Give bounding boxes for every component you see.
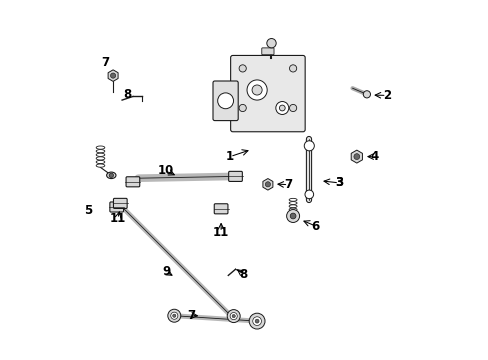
Ellipse shape bbox=[288, 208, 296, 211]
Circle shape bbox=[289, 65, 296, 72]
Ellipse shape bbox=[96, 150, 104, 153]
Ellipse shape bbox=[288, 202, 296, 204]
Circle shape bbox=[172, 314, 176, 318]
Circle shape bbox=[289, 213, 295, 219]
FancyBboxPatch shape bbox=[110, 202, 123, 212]
Circle shape bbox=[232, 315, 235, 318]
Circle shape bbox=[266, 39, 276, 48]
FancyBboxPatch shape bbox=[113, 198, 127, 208]
Circle shape bbox=[239, 104, 246, 112]
FancyBboxPatch shape bbox=[230, 55, 305, 132]
Ellipse shape bbox=[96, 153, 104, 156]
Ellipse shape bbox=[288, 198, 296, 201]
Ellipse shape bbox=[106, 172, 116, 179]
Circle shape bbox=[363, 91, 370, 98]
Circle shape bbox=[252, 317, 261, 325]
Circle shape bbox=[353, 154, 359, 159]
Circle shape bbox=[286, 210, 299, 222]
Circle shape bbox=[275, 102, 288, 114]
Ellipse shape bbox=[96, 164, 104, 167]
Text: 3: 3 bbox=[334, 176, 343, 189]
Circle shape bbox=[255, 319, 259, 323]
Polygon shape bbox=[108, 70, 118, 81]
Circle shape bbox=[279, 105, 285, 111]
Circle shape bbox=[304, 141, 314, 151]
Circle shape bbox=[227, 310, 240, 323]
Circle shape bbox=[217, 93, 233, 109]
Text: 1: 1 bbox=[225, 150, 234, 163]
Ellipse shape bbox=[288, 205, 296, 208]
Text: 7: 7 bbox=[284, 178, 292, 191]
FancyBboxPatch shape bbox=[214, 204, 227, 214]
Circle shape bbox=[265, 182, 270, 187]
Text: 10: 10 bbox=[158, 165, 174, 177]
FancyBboxPatch shape bbox=[261, 48, 273, 55]
FancyBboxPatch shape bbox=[213, 81, 238, 121]
FancyBboxPatch shape bbox=[126, 177, 140, 187]
Text: 11: 11 bbox=[109, 212, 125, 225]
Circle shape bbox=[289, 104, 296, 112]
Text: 8: 8 bbox=[239, 268, 247, 281]
Text: 3: 3 bbox=[334, 176, 343, 189]
Ellipse shape bbox=[288, 211, 296, 214]
Text: 7: 7 bbox=[187, 309, 195, 322]
Text: 4: 4 bbox=[369, 150, 377, 163]
Text: 6: 6 bbox=[311, 220, 319, 233]
Circle shape bbox=[230, 312, 237, 320]
Circle shape bbox=[249, 313, 264, 329]
Ellipse shape bbox=[96, 161, 104, 163]
Text: 5: 5 bbox=[83, 204, 92, 217]
Ellipse shape bbox=[96, 157, 104, 160]
Text: 8: 8 bbox=[123, 88, 131, 101]
Circle shape bbox=[251, 85, 262, 95]
Text: 7: 7 bbox=[101, 57, 109, 69]
Text: 9: 9 bbox=[162, 265, 170, 278]
Circle shape bbox=[305, 190, 313, 199]
Polygon shape bbox=[350, 150, 362, 163]
Text: 11: 11 bbox=[213, 226, 229, 239]
Circle shape bbox=[170, 312, 178, 319]
Ellipse shape bbox=[96, 146, 104, 149]
Circle shape bbox=[246, 80, 266, 100]
Circle shape bbox=[109, 173, 113, 177]
FancyBboxPatch shape bbox=[228, 171, 242, 181]
Circle shape bbox=[110, 73, 116, 78]
Text: 2: 2 bbox=[382, 89, 390, 102]
Polygon shape bbox=[263, 179, 272, 190]
Circle shape bbox=[167, 309, 181, 322]
Circle shape bbox=[239, 65, 246, 72]
